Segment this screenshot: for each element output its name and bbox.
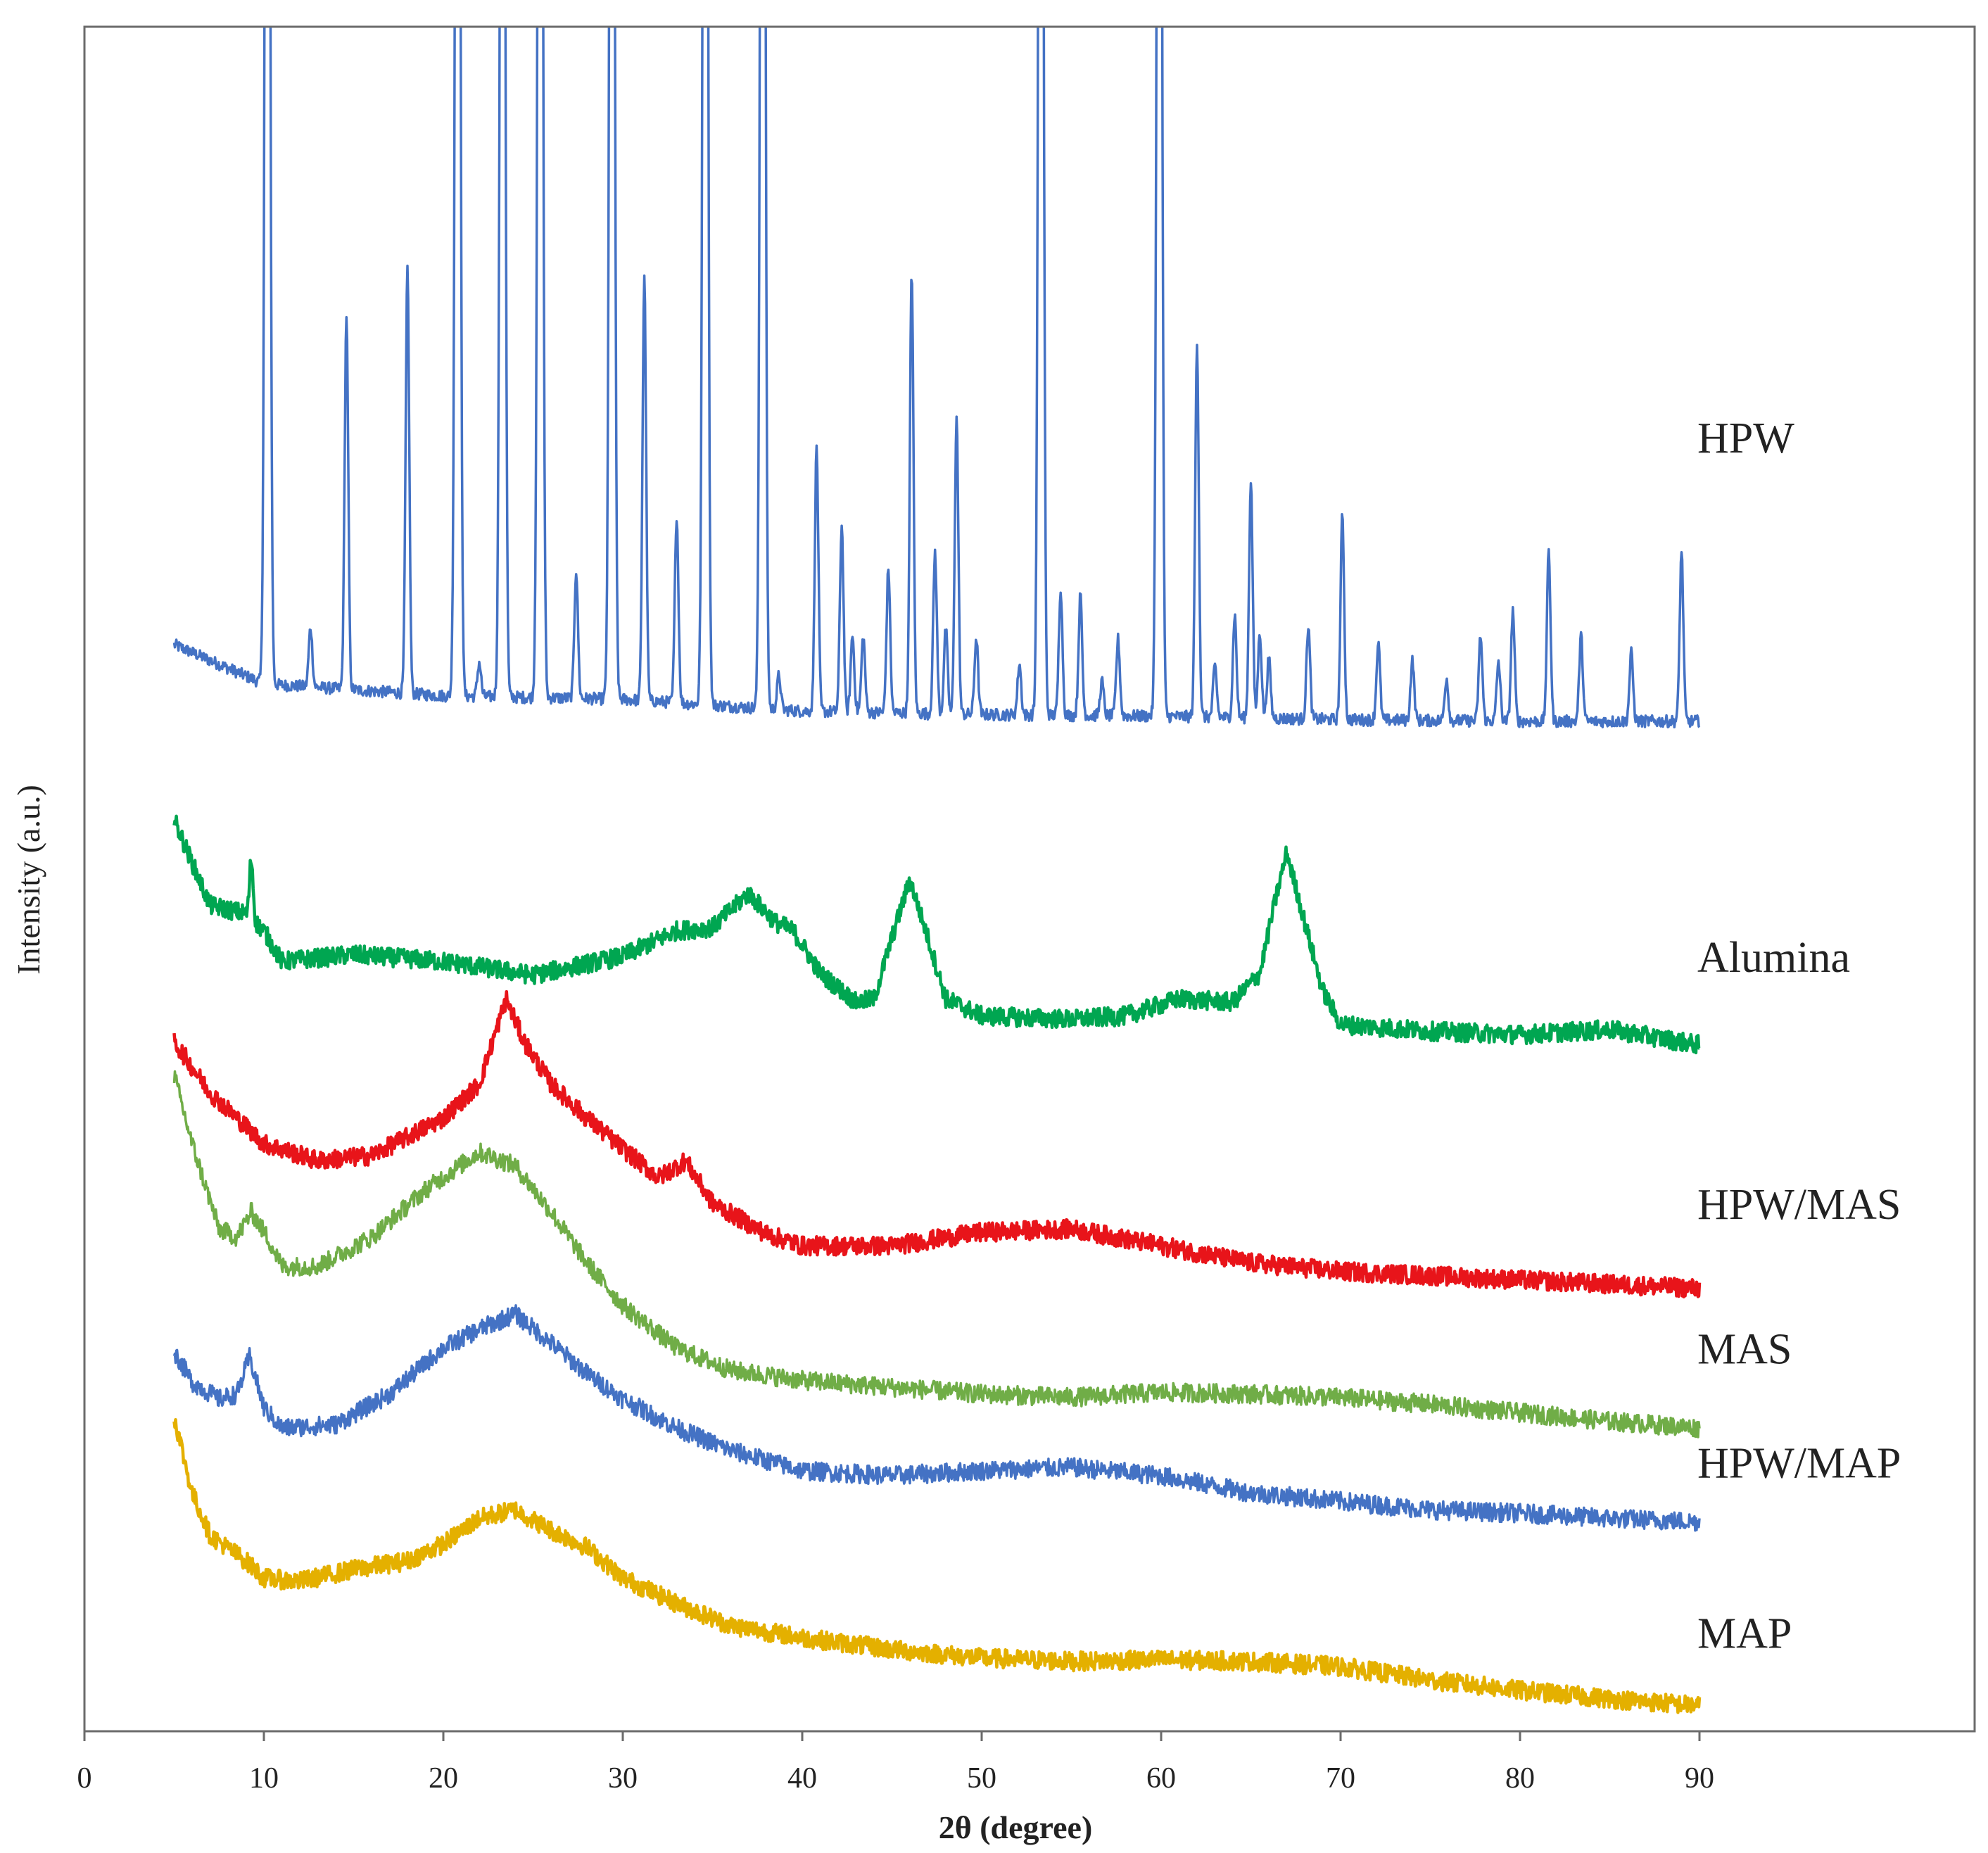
- series-label: Alumina: [1697, 934, 1850, 982]
- series-label: HPW: [1697, 415, 1794, 462]
- series-curves: [172, 27, 1702, 1714]
- series-label: HPW/MAP: [1697, 1440, 1901, 1488]
- y-axis-title: Intensity (a.u.): [11, 785, 46, 975]
- x-tick-label: 80: [1505, 1762, 1535, 1795]
- x-tick-label: 40: [787, 1762, 817, 1795]
- series-line-hpw-mas: [172, 989, 1702, 1298]
- x-tick-label: 30: [608, 1762, 638, 1795]
- x-tick-label: 0: [77, 1762, 92, 1795]
- series-line-mas: [172, 1070, 1701, 1438]
- series-line-hpw: [172, 27, 1701, 729]
- series-line-hpw-map: [172, 1304, 1701, 1532]
- x-axis-title: 2θ (degree): [939, 1809, 1093, 1845]
- x-tick-label: 20: [429, 1762, 458, 1795]
- x-tick-label: 70: [1326, 1762, 1355, 1795]
- x-tick-label: 90: [1685, 1762, 1714, 1795]
- series-label: MAP: [1697, 1610, 1792, 1658]
- plot-frame: [83, 25, 1976, 1733]
- x-tick-label: 10: [249, 1762, 279, 1795]
- series-line-alumina: [172, 814, 1701, 1055]
- series-label: MAS: [1697, 1326, 1792, 1374]
- series-label: HPW/MAS: [1697, 1181, 1901, 1229]
- x-tick-label: 60: [1146, 1762, 1176, 1795]
- x-tick-label: 50: [967, 1762, 996, 1795]
- series-line-map: [172, 1417, 1702, 1714]
- x-axis-ticks: 0 10 20 30 40 50 60 70 80 90: [77, 1731, 1714, 1795]
- series-labels: HPW Alumina HPW/MAS MAS HPW/MAP MAP: [1697, 415, 1901, 1658]
